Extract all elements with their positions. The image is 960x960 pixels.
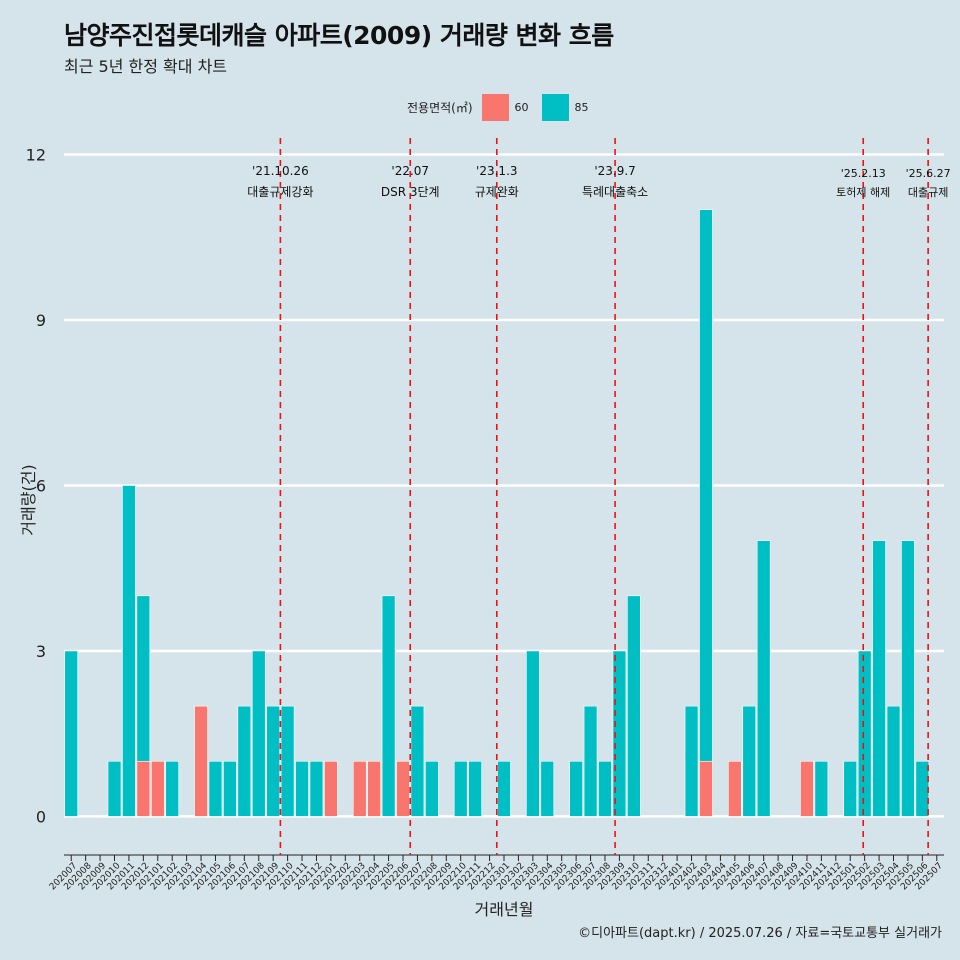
bar-85-202301 (497, 760, 511, 817)
y-tick-label: 3 (36, 642, 46, 661)
bar-85-202304 (540, 760, 555, 817)
bar-85-202108 (251, 650, 266, 817)
bar-85-202505 (901, 540, 915, 817)
event-date-label: '25.6.27 (906, 167, 951, 180)
event-date-label: '23.9.7 (594, 164, 635, 178)
legend-key-85 (541, 93, 569, 121)
event-name-label: 규제완화 (475, 185, 519, 199)
chart-subtitle: 최근 5년 한정 확대 차트 (64, 57, 228, 76)
bar-85-202007 (64, 650, 79, 817)
bar-85-202210 (453, 760, 468, 817)
bar-85-202112 (309, 760, 324, 817)
event-name-label: 대출규제강화 (247, 185, 313, 199)
y-tick-label: 6 (36, 476, 46, 495)
event-name-label: 토허제 해제 (836, 185, 890, 199)
bar-60-202405 (728, 760, 742, 817)
legend-key-60 (481, 93, 509, 121)
bar-60-202204 (367, 760, 381, 817)
bar-85-202306 (569, 760, 583, 817)
event-name-label: DSR 3단계 (381, 185, 440, 199)
bar-60-202206 (396, 760, 410, 817)
bar-60-202203 (352, 760, 367, 817)
bar-85-202208 (425, 760, 439, 817)
bar-60-202012 (136, 760, 151, 817)
source-caption: ©디아파트(dapt.kr) / 2025.07.26 / 자료=국토교통부 실… (578, 926, 942, 941)
event-date-label: '25.2.13 (841, 167, 886, 180)
y-tick-label: 12 (26, 146, 46, 165)
legend-label-85: 85 (574, 100, 589, 114)
legend-title: 전용면적(㎡) (407, 100, 473, 115)
event-date-label: '21.10.26 (252, 164, 309, 178)
bar-85-202011 (122, 485, 136, 817)
legend-label-60: 60 (514, 100, 529, 114)
event-name-label: 특례대출축소 (582, 185, 648, 199)
bar-85-202111 (295, 760, 309, 817)
y-tick-label: 0 (36, 807, 46, 826)
bar-85-202102 (165, 760, 179, 817)
bar-60-202403 (699, 760, 713, 817)
bar-85-202012 (136, 595, 151, 762)
bar-85-202307 (583, 705, 598, 817)
bar-60-202410 (800, 760, 814, 817)
legend: 전용면적(㎡) 60 85 (407, 93, 602, 121)
bar-85-202402 (684, 705, 699, 817)
event-date-label: '23.1.3 (476, 164, 517, 178)
y-axis-title: 거래량(건) (19, 464, 38, 535)
bar-85-202310 (627, 595, 641, 817)
bar-85-202309 (612, 650, 627, 817)
bar-85-202010 (107, 760, 122, 817)
x-axis-title: 거래년월 (475, 900, 534, 919)
bar-85-202502 (857, 650, 872, 817)
bar-85-202303 (526, 650, 540, 817)
event-date-label: '22.07 (391, 164, 429, 178)
y-tick-label: 9 (36, 311, 46, 330)
bar-85-202308 (598, 760, 612, 817)
bar-60-202104 (194, 705, 208, 817)
bar-60-202101 (150, 760, 165, 817)
bar-85-202109 (266, 705, 280, 817)
bar-85-202503 (872, 540, 886, 817)
bar-85-202207 (410, 705, 425, 817)
bar-85-202105 (208, 760, 223, 817)
bar-85-202107 (237, 705, 252, 817)
bar-85-202406 (742, 705, 757, 817)
event-name-label: 대출규제 (908, 186, 948, 199)
bar-85-202504 (886, 705, 901, 817)
bar-85-202205 (381, 595, 396, 817)
bar-85-202411 (814, 760, 829, 817)
chart-title: 남양주진접롯데캐슬 아파트(2009) 거래량 변화 흐름 (64, 21, 614, 50)
bar-85-202506 (915, 760, 930, 817)
bar-85-202407 (756, 540, 771, 817)
bar-85-202110 (280, 705, 295, 817)
bar-60-202201 (324, 760, 338, 817)
bar-85-202211 (468, 760, 482, 817)
bar-85-202106 (223, 760, 237, 817)
bar-85-202501 (843, 760, 858, 817)
bar-85-202403 (699, 209, 713, 762)
